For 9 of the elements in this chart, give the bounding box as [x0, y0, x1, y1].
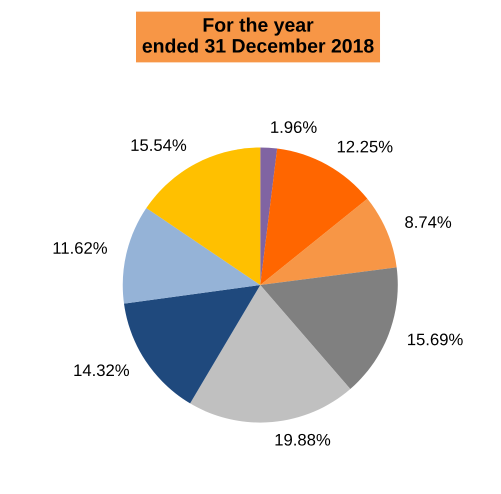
data-label: 1.96% — [271, 121, 317, 134]
data-label: 14.32% — [74, 364, 130, 376]
data-label: 15.54% — [131, 139, 186, 152]
data-label: 15.69% — [408, 334, 463, 346]
data-label: 12.25% — [338, 140, 392, 153]
data-label: 8.74% — [405, 216, 452, 228]
chart-title: For the year ended 31 December 2018 — [142, 18, 374, 53]
data-label: 19.88% — [276, 434, 330, 446]
data-label: 11.62% — [54, 242, 107, 254]
